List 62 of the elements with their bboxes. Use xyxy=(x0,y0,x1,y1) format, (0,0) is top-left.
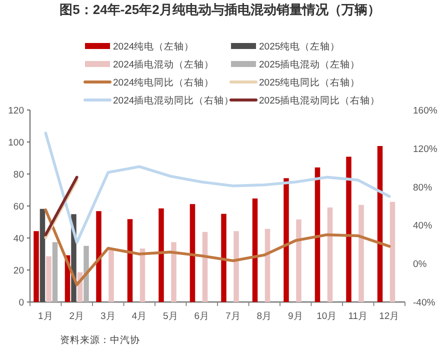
bar xyxy=(84,246,89,302)
bar xyxy=(296,219,302,302)
bar xyxy=(314,167,320,302)
bar xyxy=(264,228,270,302)
bar xyxy=(108,248,114,302)
line-series xyxy=(44,132,391,244)
bar xyxy=(221,214,226,302)
y2-tick-label: 80% xyxy=(413,182,433,194)
bar xyxy=(40,208,46,302)
y-tick-label: 60 xyxy=(13,202,24,212)
x-tick-label: 12月 xyxy=(379,311,400,322)
legend-label: 2024插电混动（左轴） xyxy=(113,58,214,70)
y2-tick-label: 160% xyxy=(413,106,438,116)
y-tick-label: 120 xyxy=(8,106,24,116)
bar xyxy=(284,178,289,302)
legend-label: 2024纯电（左轴） xyxy=(113,40,194,52)
y-tick-label: 100 xyxy=(8,138,24,148)
legend-label: 2025纯电同比（右轴） xyxy=(259,76,360,88)
bar xyxy=(234,231,239,302)
legend-label: 2024纯电同比（右轴） xyxy=(113,76,214,88)
bar xyxy=(127,219,133,302)
bar xyxy=(34,231,39,302)
y2-tick-label: -40% xyxy=(413,298,436,308)
x-tick-label: 4月 xyxy=(132,311,148,322)
y2-tick-label: 120% xyxy=(413,144,438,155)
x-tick-label: 1月 xyxy=(38,311,54,322)
y-tick-label: 0 xyxy=(18,298,24,308)
x-tick-label: 8月 xyxy=(256,311,272,322)
bar xyxy=(140,248,146,302)
bar xyxy=(346,156,352,302)
bar xyxy=(190,204,196,302)
x-tick-label: 10月 xyxy=(316,311,338,322)
bar xyxy=(171,242,176,302)
x-tick-label: 3月 xyxy=(100,311,116,322)
legend-label: 2025插电混动（左轴） xyxy=(259,58,360,70)
text: 资料来源：中汽协 xyxy=(60,334,140,346)
bar xyxy=(46,256,52,302)
line-series xyxy=(44,208,391,286)
bar xyxy=(377,146,383,302)
y-tick-label: 80 xyxy=(13,170,24,180)
bar xyxy=(158,208,164,302)
x-tick-label: 6月 xyxy=(194,311,210,322)
x-tick-label: 7月 xyxy=(225,311,241,322)
legend-label: 2025纯电（左轴） xyxy=(259,40,340,52)
x-tick-label: 2月 xyxy=(69,311,85,322)
bar xyxy=(390,202,396,302)
y-tick-label: 40 xyxy=(13,234,24,244)
bar xyxy=(252,198,258,302)
y2-tick-label: 0% xyxy=(413,259,428,270)
y2-tick-label: 40% xyxy=(413,220,433,232)
x-tick-label: 9月 xyxy=(288,311,304,322)
bar xyxy=(327,207,333,302)
x-tick-label: 5月 xyxy=(162,311,178,322)
y-tick-label: 20 xyxy=(13,266,24,276)
bar xyxy=(52,242,58,302)
legend-label: 2025插电混动同比（右轴） xyxy=(259,94,380,106)
chart-title: 图5：24年-25年2月纯电动与插电混动销量情况（万辆） xyxy=(60,2,380,17)
x-tick-label: 11月 xyxy=(348,311,368,322)
bar xyxy=(202,232,208,302)
legend-label: 2024插电混动同比（右轴） xyxy=(113,94,234,106)
bar xyxy=(96,211,102,302)
bar xyxy=(358,204,364,302)
